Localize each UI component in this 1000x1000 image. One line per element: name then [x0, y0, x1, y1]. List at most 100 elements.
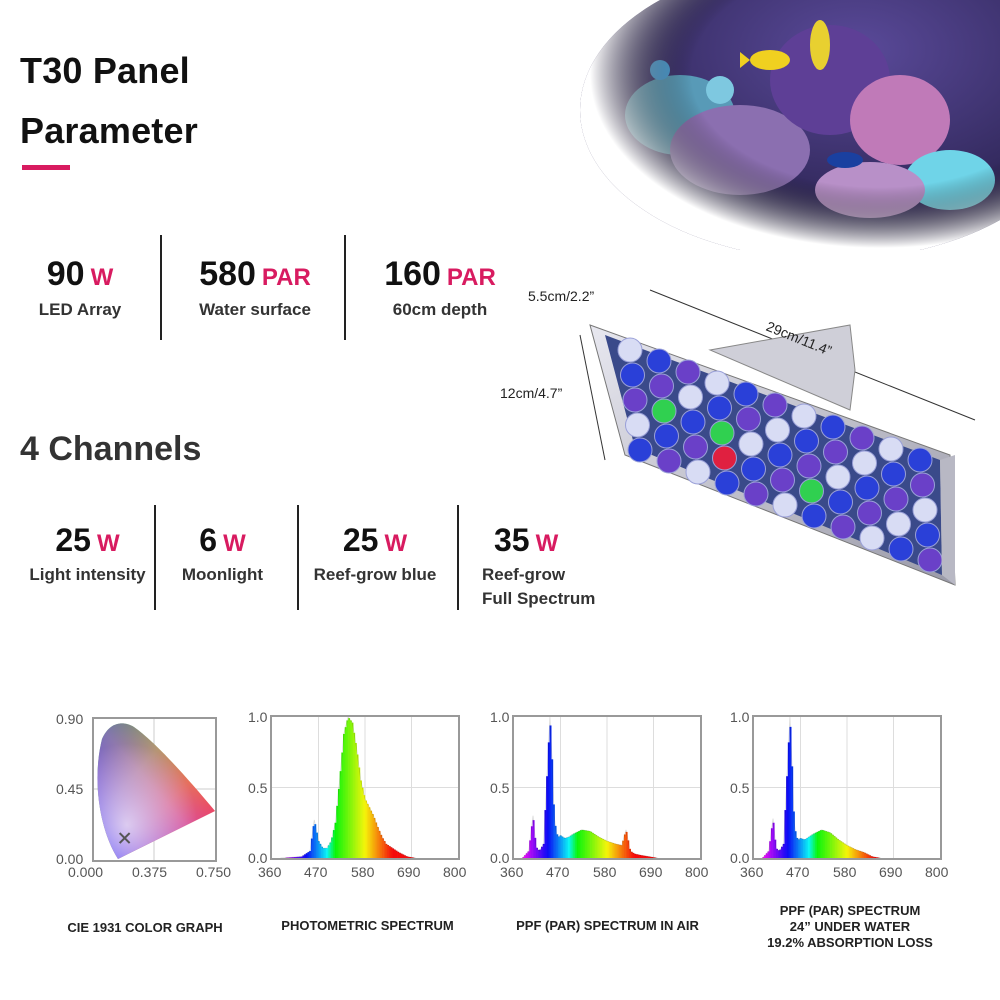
spectrum-strip	[868, 855, 871, 858]
spectrum-strip	[870, 856, 873, 858]
cie-marker-layer	[118, 832, 131, 844]
spectrum-strip	[642, 855, 645, 858]
spectrum-strip	[647, 856, 650, 858]
spectrum-strip	[393, 849, 396, 858]
spectrum-strip	[566, 837, 569, 858]
spectrum-strip	[591, 832, 594, 858]
led-emitter	[825, 464, 851, 490]
spectrum-strip	[635, 854, 638, 858]
dim-depth-label: 5.5cm/2.2”	[528, 288, 595, 304]
spectrum-strip	[353, 732, 356, 858]
led-emitter	[852, 450, 877, 476]
spectrum-strip	[293, 857, 296, 858]
spectrum-strip	[872, 856, 875, 858]
spectrum-strip	[290, 857, 293, 858]
led-emitter	[707, 395, 732, 421]
spectrum-strip	[376, 826, 379, 858]
led-emitter	[649, 373, 674, 399]
channel-value: 25	[55, 522, 91, 558]
spectrum-strip	[542, 843, 545, 858]
spectrum-strip	[847, 845, 849, 858]
spectrum-strip	[541, 846, 544, 858]
spectrum-strip	[779, 849, 782, 858]
spectrum-strip	[630, 851, 633, 858]
divider	[457, 505, 459, 610]
spectrum-strip	[348, 718, 351, 858]
led-emitter	[910, 472, 935, 498]
led-emitter	[849, 425, 875, 451]
spectrum-strip	[522, 857, 525, 858]
led-emitter	[685, 459, 711, 485]
divider	[160, 235, 162, 340]
ppf-air-x-tick: 360	[500, 864, 524, 880]
led-emitter	[678, 384, 703, 410]
spectrum-strip	[371, 814, 374, 858]
photo-x-tick: 580	[351, 864, 375, 880]
spectrum-strip	[302, 855, 305, 858]
spectrum-strip	[322, 848, 325, 858]
spectrum-strip	[288, 857, 291, 858]
ppf-air-x-tick: 800	[685, 864, 709, 880]
led-emitter	[912, 497, 938, 523]
led-panel-image	[560, 270, 1000, 630]
spectrum-strip	[618, 844, 621, 858]
spectrum-strip	[324, 848, 327, 858]
spectrum-strip	[327, 845, 330, 858]
spectrum-strip	[346, 720, 349, 858]
spectrum-strip	[595, 835, 598, 858]
spectrum-strip	[385, 843, 388, 858]
spectrum-strip	[848, 846, 851, 858]
spectrum-strip	[620, 845, 623, 858]
spectrum-strip	[813, 833, 816, 858]
spectrum-strip	[315, 832, 318, 858]
spectrum-strip	[547, 742, 550, 858]
cie-y-tick: 0.00	[56, 851, 84, 867]
spectrum-strip	[544, 810, 547, 858]
spectrum-strip	[381, 838, 384, 858]
spectrum-strip	[403, 855, 406, 858]
spectrum-strip	[397, 851, 400, 858]
spectrum-strip	[585, 830, 588, 858]
spectrum-strip	[862, 852, 865, 858]
spectrum-strip	[794, 831, 797, 858]
spectrum-strip	[535, 847, 538, 858]
spectrum-strip	[375, 822, 378, 858]
led-emitter	[741, 456, 766, 482]
spectrum-strip	[605, 840, 608, 858]
spectrum-strip	[588, 831, 591, 858]
spectrum-strip	[343, 733, 346, 858]
spectrum-strip	[765, 853, 768, 858]
spectrum-strip	[806, 837, 809, 858]
spectrum-strip	[786, 776, 789, 858]
spectrum-strip	[407, 856, 410, 858]
cie-white-point-marker	[118, 832, 131, 844]
spectrum-strip	[344, 727, 347, 858]
spectrum-strip	[400, 853, 403, 858]
ppf-water-caption: PPF (PAR) SPECTRUM 24” UNDER WATER 19.2%…	[745, 903, 955, 951]
spectrum-strip	[590, 831, 593, 858]
spectrum-strip	[593, 834, 596, 858]
ppf-air-y-tick: 0.0	[490, 850, 510, 866]
photo-x-tick: 470	[304, 864, 328, 880]
channel-unit: W	[223, 530, 246, 557]
spectrum-strip	[329, 842, 332, 858]
photo-y-tick: 1.0	[248, 709, 268, 725]
spectrum-strip	[378, 830, 381, 858]
led-emitter	[622, 387, 648, 413]
spectrum-strip	[530, 826, 533, 858]
spectrum-strip	[297, 856, 300, 858]
led-emitter	[712, 445, 737, 471]
spectrum-strip	[529, 840, 532, 858]
cie-y-tick: 0.45	[56, 781, 84, 797]
spectrum-strip	[770, 828, 773, 858]
spectrum-strip	[598, 837, 601, 858]
led-emitter	[646, 348, 672, 374]
spectrum-strip	[573, 833, 576, 858]
spectrum-strip	[774, 839, 777, 858]
spectrum-line	[522, 717, 658, 858]
cie-chart-box	[92, 717, 217, 862]
cie-x-tick: 0.000	[68, 864, 104, 880]
spectrum-strip	[532, 820, 535, 858]
spectrum-strip	[287, 857, 290, 858]
ppf-air-x-tick: 690	[639, 864, 663, 880]
